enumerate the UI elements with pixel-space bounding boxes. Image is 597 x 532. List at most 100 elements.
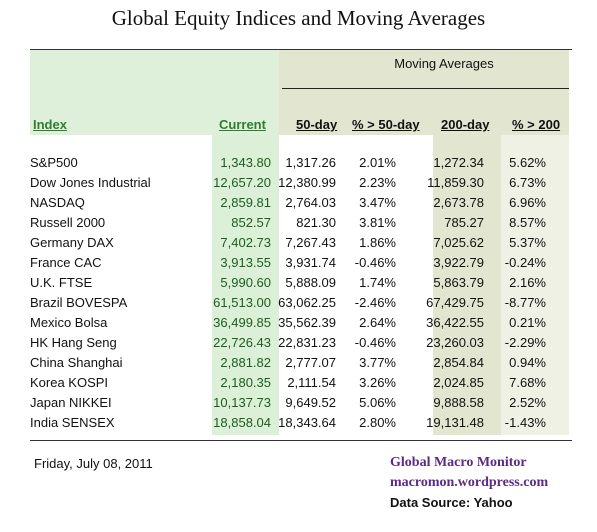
table-row: France CAC 3,913.55 3,931.74 -0.46% 3,922.79… <box>30 252 546 272</box>
pct-above-two-hundred-day: -1.43% <box>504 414 546 430</box>
two-hundred-day-average: 9,888.58 <box>433 394 484 410</box>
fifty-day-average: 22,831.23 <box>278 334 336 350</box>
two-hundred-day-average: 5,863.79 <box>433 274 484 290</box>
pct-above-two-hundred-day: 8.57% <box>509 214 546 230</box>
fifty-day-average: 3,931.74 <box>285 254 336 270</box>
pct-above-fifty-day: 2.64% <box>359 314 396 330</box>
current-value: 18,858.04 <box>213 414 271 430</box>
pct-above-two-hundred-day: 2.52% <box>509 394 546 410</box>
fifty-day-average: 2,764.03 <box>285 194 336 210</box>
pct-above-fifty-day: 3.47% <box>359 194 396 210</box>
pct-above-fifty-day: -0.46% <box>354 334 396 350</box>
p200-column-shade <box>501 135 569 435</box>
index-name: Japan NIKKEI <box>30 394 112 410</box>
table-row: NASDAQ 2,859.81 2,764.03 3.47% 2,673.78 6.96% <box>30 192 546 212</box>
d200-column-shade <box>433 135 501 435</box>
two-hundred-day-average: 36,422.55 <box>426 314 484 330</box>
fifty-day-average: 5,888.09 <box>285 274 336 290</box>
index-name: Russell 2000 <box>30 214 106 230</box>
two-hundred-day-average: 67,429.75 <box>426 294 484 310</box>
current-value: 852.57 <box>231 214 271 230</box>
current-value: 2,859.81 <box>220 194 271 210</box>
page-title: Global Equity Indices and Moving Average… <box>111 6 486 30</box>
top-divider <box>30 49 572 50</box>
header-50-day: 50-day <box>296 117 338 132</box>
two-hundred-day-average: 1,272.34 <box>433 154 484 170</box>
site-url: macromon.wordpress.com <box>390 475 549 490</box>
table-row: Mexico Bolsa 36,499.85 35,562.39 2.64% 36,42… <box>30 312 546 332</box>
pct-above-fifty-day: 2.01% <box>359 154 396 170</box>
current-value: 12,657.20 <box>213 174 271 190</box>
header-pct-above-200-day: % > 200 <box>512 117 561 132</box>
fifty-day-average: 1,317.26 <box>285 154 336 170</box>
two-hundred-day-average: 3,922.79 <box>433 254 484 270</box>
fifty-day-average: 2,111.54 <box>287 374 336 390</box>
index-name: Mexico Bolsa <box>30 314 108 330</box>
pct-above-two-hundred-day: -0.24% <box>504 254 546 270</box>
pct-above-two-hundred-day: 5.62% <box>509 154 546 170</box>
index-name: India SENSEX <box>30 414 115 430</box>
table-row: Dow Jones Industrial 12,657.20 12,380.99 2.… <box>30 172 546 192</box>
pct-above-two-hundred-day: 0.94% <box>509 354 546 370</box>
header-index: Index <box>33 117 67 132</box>
moving-averages-divider <box>282 88 569 89</box>
table-row: S&P500 1,343.80 1,317.26 2.01% 1,272.34 5.62% <box>30 152 546 172</box>
index-header-background <box>30 50 279 135</box>
table-row: HK Hang Seng 22,726.43 22,831.23 -0.46% 23,2… <box>30 332 546 352</box>
pct-above-fifty-day: 1.74% <box>359 274 396 290</box>
index-name: Germany DAX <box>30 234 114 250</box>
current-value: 2,180.35 <box>220 374 271 390</box>
indices-table: S&P500 1,343.80 1,317.26 2.01% 1,272.34 5.62%… <box>30 152 546 432</box>
header-current: Current <box>219 117 266 132</box>
moving-averages-header-background <box>279 50 569 135</box>
current-value: 36,499.85 <box>213 314 271 330</box>
pct-above-fifty-day: -0.46% <box>354 254 396 270</box>
two-hundred-day-average: 785.27 <box>444 214 484 230</box>
index-name: Korea KOSPI <box>30 374 109 390</box>
fifty-day-average: 9,649.52 <box>285 394 336 410</box>
data-source: Data Source: Yahoo <box>390 495 513 510</box>
moving-averages-label: Moving Averages <box>394 56 494 71</box>
pct-above-fifty-day: 3.81% <box>359 214 396 230</box>
index-name: S&P500 <box>30 154 78 170</box>
header-pct-above-50-day: % > 50-day <box>352 117 420 132</box>
bottom-divider <box>30 440 572 441</box>
index-name: HK Hang Seng <box>30 334 117 350</box>
pct-above-two-hundred-day: 6.96% <box>509 194 546 210</box>
table-row: Japan NIKKEI 10,137.73 9,649.52 5.06% 9,888.… <box>30 392 546 412</box>
current-value: 10,137.73 <box>213 394 271 410</box>
pct-above-fifty-day: 3.77% <box>359 354 396 370</box>
header-200-day: 200-day <box>441 117 490 132</box>
pct-above-fifty-day: 2.23% <box>359 174 396 190</box>
fifty-day-average: 35,562.39 <box>278 314 336 330</box>
fifty-day-average: 2,777.07 <box>285 354 336 370</box>
two-hundred-day-average: 7,025.62 <box>433 234 484 250</box>
current-value: 1,343.80 <box>220 154 271 170</box>
table-row: U.K. FTSE 5,990.60 5,888.09 1.74% 5,863.79 2.… <box>30 272 546 292</box>
two-hundred-day-average: 23,260.03 <box>426 334 484 350</box>
index-name: U.K. FTSE <box>30 274 93 290</box>
two-hundred-day-average: 19,131.48 <box>426 414 484 430</box>
pct-above-two-hundred-day: 2.16% <box>509 274 546 290</box>
pct-above-two-hundred-day: 6.73% <box>509 174 546 190</box>
pct-above-two-hundred-day: -2.29% <box>504 334 546 350</box>
table-row: Russell 2000 852.57 821.30 3.81% 785.27 8.57% <box>30 212 546 232</box>
index-name: China Shanghai <box>30 354 123 370</box>
fifty-day-average: 12,380.99 <box>278 174 336 190</box>
index-name: NASDAQ <box>30 194 85 210</box>
pct-above-two-hundred-day: -8.77% <box>504 294 546 310</box>
two-hundred-day-average: 2,024.85 <box>433 374 484 390</box>
table-row: China Shanghai 2,881.82 2,777.07 3.77% 2,854… <box>30 352 546 372</box>
current-column-shade <box>212 135 279 435</box>
pct-above-two-hundred-day: 5.37% <box>509 234 546 250</box>
brand-name: Global Macro Monitor <box>390 455 527 470</box>
two-hundred-day-average: 2,673.78 <box>433 194 484 210</box>
table-row: Korea KOSPI 2,180.35 2,111.54 3.26% 2,024.85… <box>30 372 546 392</box>
table-row: India SENSEX 18,858.04 18,343.64 2.80% 19,13… <box>30 412 546 432</box>
two-hundred-day-average: 11,859.30 <box>427 174 484 190</box>
pct-above-fifty-day: 3.26% <box>359 374 396 390</box>
pct-above-two-hundred-day: 7.68% <box>509 374 546 390</box>
current-value: 7,402.73 <box>220 234 271 250</box>
pct-above-fifty-day: 2.80% <box>359 414 396 430</box>
fifty-day-average: 821.30 <box>296 214 336 230</box>
